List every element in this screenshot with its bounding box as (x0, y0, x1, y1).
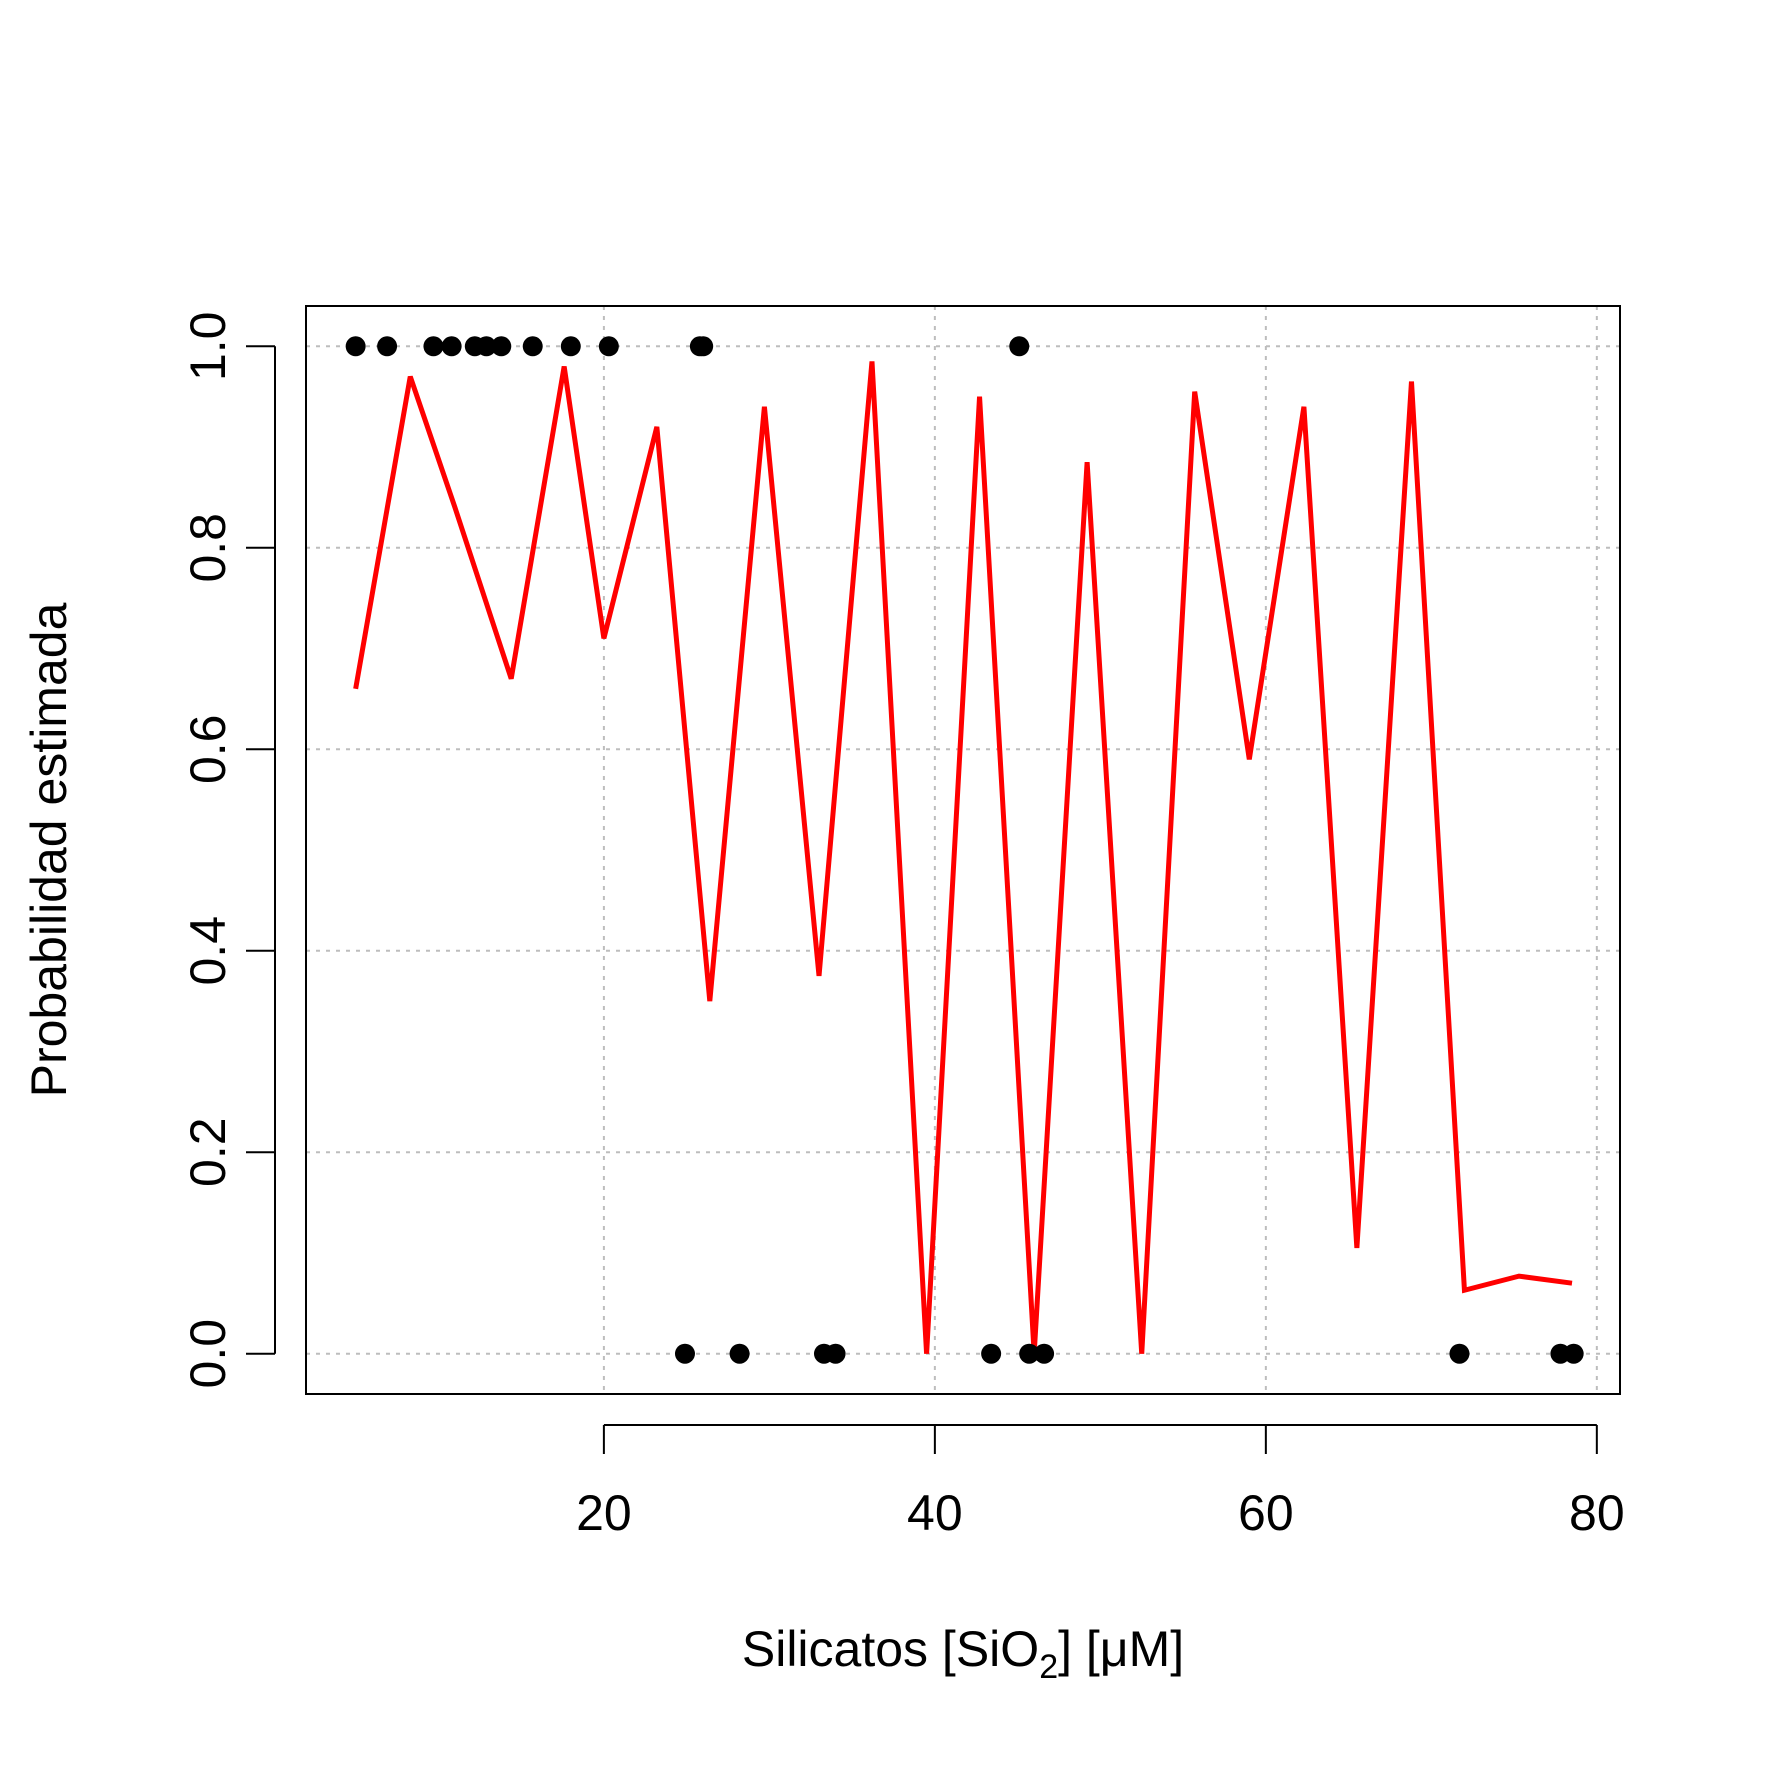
data-point (377, 336, 398, 357)
data-point (825, 1343, 846, 1364)
x-tick-label: 80 (1569, 1485, 1625, 1541)
y-tick-label: 0.4 (180, 916, 236, 986)
data-point (693, 336, 714, 357)
grid (306, 306, 1620, 1394)
x-tick-label: 40 (907, 1485, 963, 1541)
data-point (1034, 1343, 1055, 1364)
y-tick-label: 0.2 (180, 1117, 236, 1187)
data-point (1449, 1343, 1470, 1364)
data-point (522, 336, 543, 357)
data-point (981, 1343, 1002, 1364)
data-point (491, 336, 512, 357)
data-point (1009, 336, 1030, 357)
data-point (345, 336, 366, 357)
x-axis-title: Silicatos [SiO2] [μM] (742, 1621, 1184, 1686)
y-axis: 0.0 0.2 0.4 0.6 0.8 1.0 (180, 312, 276, 1389)
data-point (560, 336, 581, 357)
data-point (1563, 1343, 1584, 1364)
data-point (441, 336, 462, 357)
data-point (598, 336, 619, 357)
data-point (476, 336, 497, 357)
data-point (674, 1343, 695, 1364)
observations (345, 336, 1584, 1364)
y-tick-label: 0.8 (180, 513, 236, 583)
data-point (1019, 1343, 1040, 1364)
y-tick-label: 1.0 (180, 312, 236, 382)
data-point (729, 1343, 750, 1364)
fitted-curve (353, 361, 1573, 1354)
y-axis-title: Probabilidad estimada (21, 602, 77, 1097)
plot-frame (305, 305, 1621, 1395)
x-axis: 20 40 60 80 (576, 1424, 1625, 1541)
x-tick-label: 20 (576, 1485, 632, 1541)
fitted-line (353, 361, 1573, 1354)
y-tick-label: 0.0 (180, 1319, 236, 1389)
y-tick-label: 0.6 (180, 715, 236, 785)
x-tick-label: 60 (1238, 1485, 1294, 1541)
data-point (423, 336, 444, 357)
